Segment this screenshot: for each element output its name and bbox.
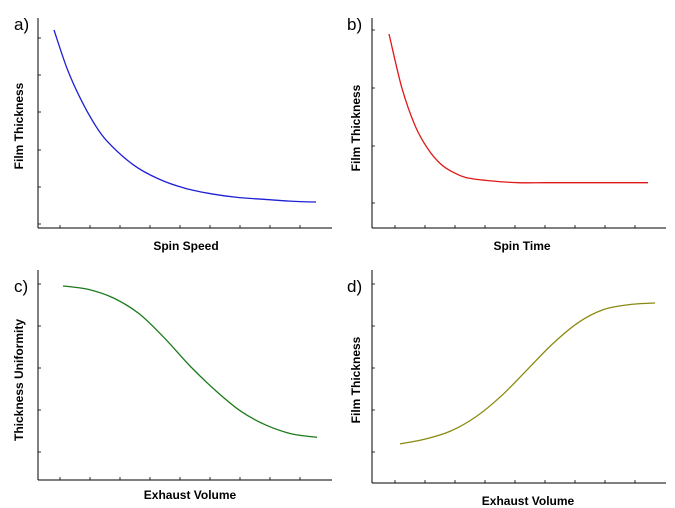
panel-d-series-line [399, 302, 656, 445]
panel-d-label: d) [347, 277, 362, 296]
panel-b-label: b) [347, 15, 362, 34]
panel-d-ticks [372, 283, 636, 483]
panel-a-series-line [53, 29, 317, 203]
panel-a: a) Spin Speed Film Thickness [12, 15, 332, 253]
panel-b-ylabel: Film Thickness [349, 84, 363, 171]
panel-b-series-line [388, 33, 648, 184]
panel-c-ticks [38, 283, 301, 480]
panel-c-series-line [62, 285, 318, 438]
panel-c-ylabel: Thickness Uniformity [12, 319, 26, 441]
panel-c-label: c) [14, 277, 28, 296]
panel-b-ticks [372, 29, 636, 228]
panel-d-xlabel: Exhaust Volume [482, 494, 575, 508]
panel-a-ylabel: Film Thickness [12, 82, 26, 169]
panel-b-xlabel: Spin Time [493, 239, 550, 253]
panel-a-label: a) [14, 15, 29, 34]
panel-c-xlabel: Exhaust Volume [144, 488, 237, 502]
panel-a-xlabel: Spin Speed [153, 239, 218, 253]
panel-d-ylabel: Film Thickness [349, 336, 363, 423]
panel-a-ticks [38, 37, 301, 228]
panel-d: d) Exhaust Volume Film Thickness [347, 270, 666, 508]
panel-c: c) Exhaust Volume Thickness Uniformity [12, 270, 332, 502]
panel-b: b) Spin Time Film Thickness [347, 15, 666, 253]
